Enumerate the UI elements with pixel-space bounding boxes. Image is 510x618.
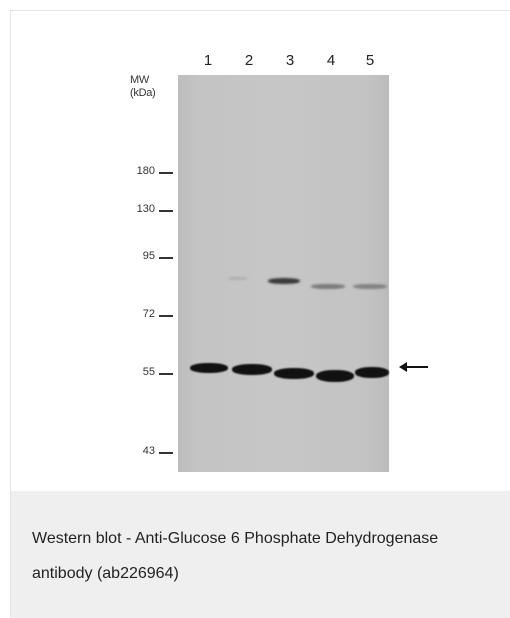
marker-tick-130 (159, 210, 173, 212)
figure-card: 1 2 3 4 5 MW (kDa) 180 130 95 72 (10, 10, 510, 617)
lane-label-5: 5 (360, 52, 380, 69)
marker-tick-55 (159, 373, 173, 375)
faint-band-lane-2 (228, 277, 248, 280)
upper-band-lane-4 (311, 284, 345, 289)
marker-label-43: 43 (121, 445, 155, 457)
marker-tick-72 (159, 315, 173, 317)
caption-text: Western blot - Anti-Glucose 6 Phosphate … (32, 521, 492, 591)
marker-label-95: 95 (121, 250, 155, 262)
lane-label-2: 2 (239, 52, 259, 69)
main-band-lane-2 (232, 364, 272, 375)
main-band-lane-1 (190, 363, 228, 373)
western-blot-figure: 1 2 3 4 5 MW (kDa) 180 130 95 72 (11, 11, 510, 491)
mw-axis-title: MW (kDa) (130, 74, 155, 100)
main-band-lane-5 (355, 367, 389, 378)
marker-label-72: 72 (121, 308, 155, 320)
marker-label-55: 55 (121, 366, 155, 378)
lane-label-3: 3 (280, 52, 300, 69)
lane-label-4: 4 (321, 52, 341, 69)
marker-tick-43 (159, 452, 173, 454)
arrow-shaft (404, 366, 428, 368)
kda-title-line: (kDa) (130, 87, 155, 100)
main-band-lane-3 (274, 368, 314, 379)
marker-tick-95 (159, 257, 173, 259)
blot-membrane (178, 75, 389, 472)
marker-label-130: 130 (121, 203, 155, 215)
marker-tick-180 (159, 172, 173, 174)
upper-band-lane-5 (353, 284, 387, 289)
mw-title-line: MW (130, 74, 155, 87)
main-band-lane-4 (316, 370, 354, 382)
marker-label-180: 180 (121, 165, 155, 177)
upper-band-lane-3 (268, 278, 300, 284)
figure-caption: Western blot - Anti-Glucose 6 Phosphate … (11, 491, 510, 618)
lane-label-1: 1 (198, 52, 218, 69)
